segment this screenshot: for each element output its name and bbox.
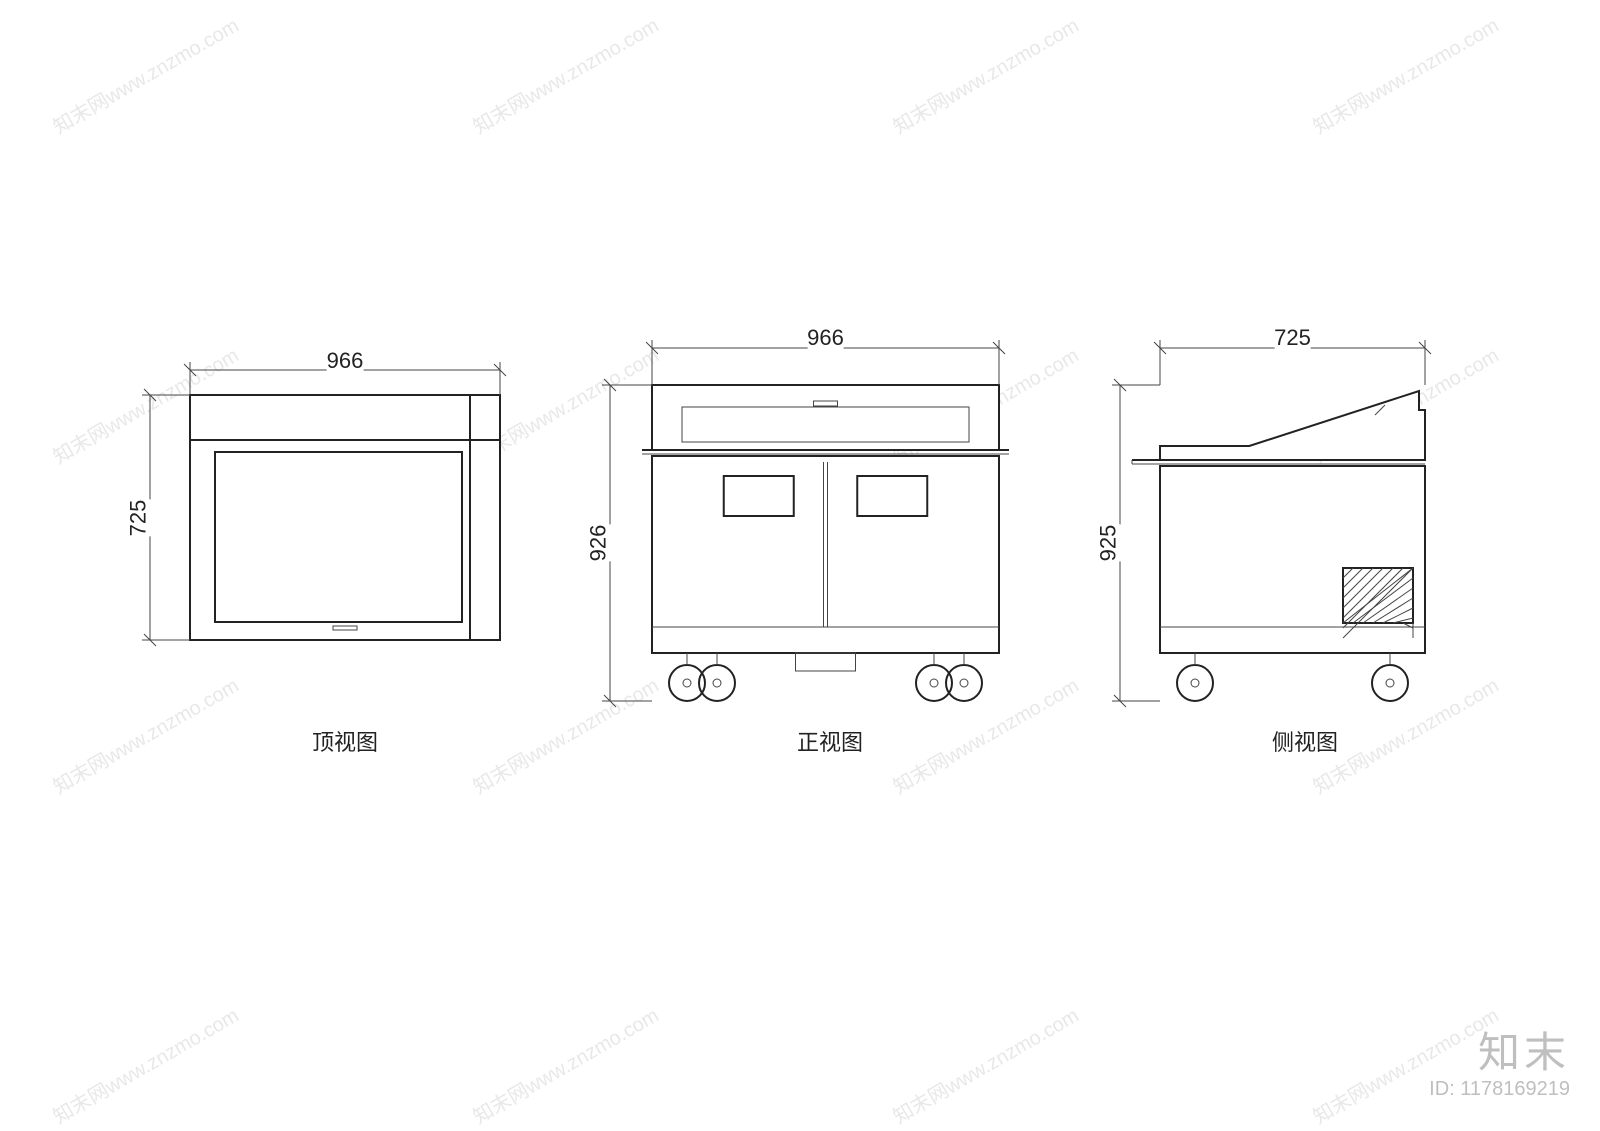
brand-logo: 知末 ID: 1178169219: [1429, 1032, 1570, 1101]
brand-logo-id: ID: 1178169219: [1429, 1078, 1570, 1101]
side-view-label: 侧视图: [1245, 725, 1365, 757]
brand-logo-text: 知末: [1429, 1032, 1570, 1074]
dim-side-view-depth: 725: [1274, 325, 1311, 351]
drawing-canvas: 知末网www.znzmo.com知末网www.znzmo.com知末网www.z…: [0, 0, 1600, 1131]
dim-side-view-height: 925: [1095, 525, 1121, 562]
